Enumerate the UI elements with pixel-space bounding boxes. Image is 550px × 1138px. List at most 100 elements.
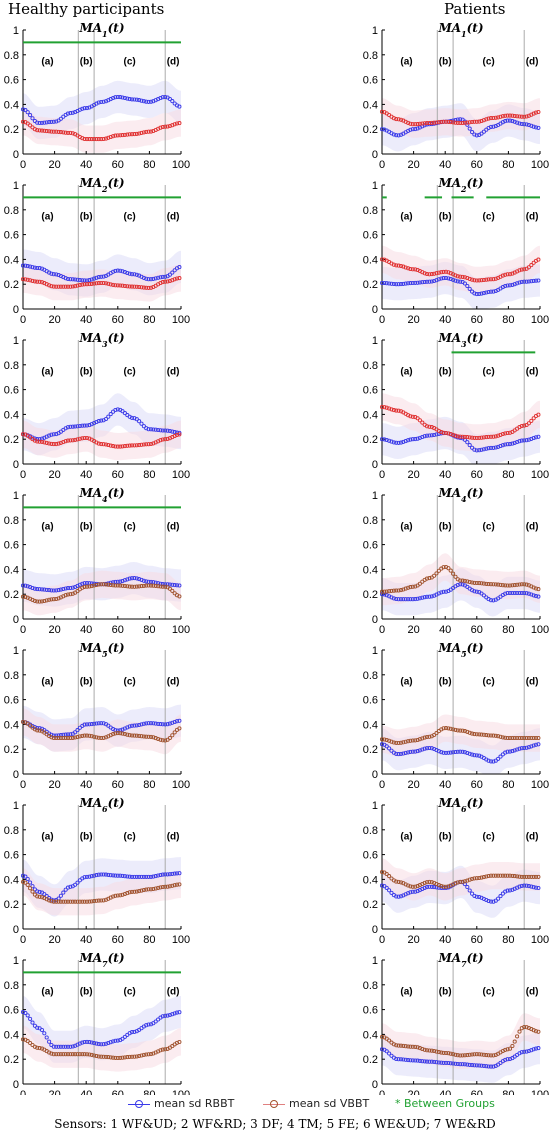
data-point (165, 1013, 170, 1018)
data-point (415, 280, 420, 285)
data-point (488, 445, 494, 450)
data-point (429, 880, 434, 885)
series-vbbt (379, 257, 541, 283)
data-point (127, 874, 132, 879)
data-point (474, 589, 479, 594)
data-point (106, 872, 111, 877)
data-point (524, 1025, 529, 1030)
data-point (486, 582, 491, 587)
y-tick-label: 0.8 (4, 980, 19, 992)
data-point (129, 1054, 135, 1059)
data-point (20, 432, 26, 437)
data-point (503, 119, 508, 124)
data-point (387, 1051, 392, 1056)
data-point (413, 122, 418, 127)
y-tick-label: 1 (13, 800, 19, 812)
data-point (500, 431, 505, 437)
data-point (507, 283, 513, 288)
data-point (503, 442, 508, 447)
data-point (496, 444, 501, 449)
data-point (106, 582, 111, 587)
data-point (156, 275, 161, 280)
data-point (63, 586, 68, 591)
data-point (158, 885, 163, 890)
data-point (56, 733, 61, 738)
data-point (68, 284, 73, 289)
data-point (408, 1044, 413, 1049)
data-point (35, 1025, 40, 1030)
data-point (103, 872, 109, 877)
data-point (462, 281, 467, 286)
data-point (172, 430, 177, 435)
data-point (148, 285, 154, 290)
data-point (422, 595, 427, 600)
data-point (51, 1052, 56, 1057)
data-point (111, 1039, 116, 1044)
data-point (387, 406, 392, 411)
data-point (382, 737, 387, 742)
data-point (84, 584, 90, 589)
data-point (458, 117, 463, 122)
data-point (99, 898, 104, 903)
data-point (35, 889, 40, 894)
x-tick-label: 100 (172, 779, 190, 791)
data-point (137, 577, 142, 582)
data-point (49, 284, 54, 289)
y-tick-label: 0.2 (363, 589, 378, 601)
data-point (467, 286, 472, 291)
data-point (129, 889, 135, 894)
data-point (522, 423, 527, 428)
y-tick-label: 0.2 (363, 1054, 378, 1066)
data-point (174, 276, 180, 281)
data-point (462, 729, 467, 734)
y-tick-label: 0.4 (4, 1029, 19, 1041)
data-point (172, 730, 177, 735)
data-point (403, 1057, 408, 1062)
y-tick-label: 0.8 (363, 825, 378, 837)
data-point (512, 440, 517, 445)
data-point (465, 878, 470, 883)
data-point (415, 1058, 420, 1063)
data-point (160, 1047, 165, 1052)
data-point (75, 424, 80, 429)
data-point (398, 894, 404, 899)
data-point (103, 582, 109, 587)
x-tick-label: 100 (531, 159, 549, 171)
data-point (510, 873, 515, 878)
y-tick-label: 1 (13, 335, 19, 347)
data-point (448, 568, 453, 573)
y-tick-label: 1 (13, 490, 19, 502)
data-point (391, 588, 396, 593)
data-point (382, 280, 387, 286)
data-point (137, 284, 142, 290)
data-point (479, 732, 484, 737)
data-point (462, 578, 467, 583)
phase-label-b: (b) (80, 832, 93, 843)
data-point (39, 1027, 45, 1033)
data-point (486, 434, 491, 439)
data-point (410, 414, 415, 419)
data-point (32, 436, 37, 441)
x-tick-label: 0 (379, 159, 385, 171)
data-point (474, 580, 479, 586)
data-point (167, 735, 172, 741)
data-point (156, 1017, 161, 1022)
y-tick-label: 0.2 (363, 279, 378, 291)
data-point (99, 280, 104, 286)
data-point (455, 880, 460, 885)
x-tick-label: 20 (407, 1089, 419, 1095)
data-point (406, 883, 411, 888)
data-point (28, 123, 33, 128)
data-point (470, 752, 475, 757)
data-point (439, 750, 444, 755)
data-point (153, 583, 158, 588)
phase-label-d: (d) (526, 522, 539, 533)
series-rbbt (20, 407, 182, 442)
x-tick-label: 40 (439, 469, 451, 481)
phase-label-a: (a) (41, 677, 53, 688)
data-point (132, 874, 137, 879)
data-point (458, 749, 463, 754)
data-point (23, 874, 28, 879)
data-point (68, 735, 73, 741)
